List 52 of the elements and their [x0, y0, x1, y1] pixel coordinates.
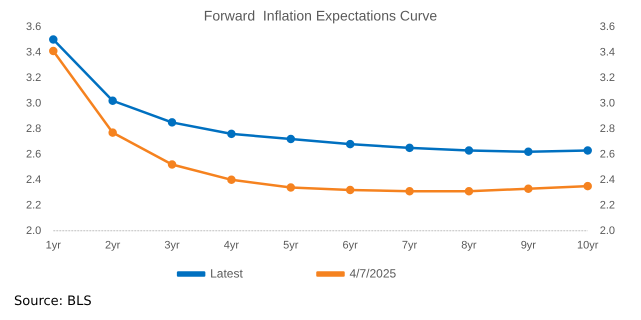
chart-title: Forward Inflation Expectations Curve [204, 7, 438, 24]
y-tick-label: 2.0 [26, 224, 42, 237]
point [168, 160, 176, 169]
point [168, 118, 176, 127]
point [464, 187, 474, 196]
y-tick-label: 3.4 [26, 46, 42, 58]
y2-tick-label: 2.2 [600, 199, 616, 212]
y2-tick-label: 3.4 [600, 46, 616, 58]
x-tick-label: 2yr [105, 239, 121, 252]
y-tick-label: 2.2 [26, 199, 42, 212]
y-tick-label: 2.8 [26, 122, 42, 135]
y2-tick-label: 2.4 [600, 174, 616, 186]
point [464, 146, 474, 155]
x-tick-label: 7yr [402, 239, 418, 252]
x-tick-label: 1yr [46, 239, 62, 252]
point [346, 140, 354, 148]
point [286, 134, 296, 144]
point [108, 96, 117, 105]
point [583, 182, 592, 190]
point [286, 183, 296, 192]
y2-tick-label: 3.0 [600, 97, 616, 110]
x-tick-label: 3yr [164, 239, 180, 252]
point [346, 186, 354, 194]
x-tick-label: 10yr [577, 239, 599, 252]
point [524, 184, 533, 193]
point [108, 128, 117, 137]
y2-tick-label: 2.0 [600, 224, 616, 237]
y-tick-label: 3.2 [26, 72, 42, 84]
y-tick-label: 2.4 [26, 174, 42, 186]
point [49, 46, 58, 56]
x-tick-label: 4yr [224, 239, 240, 252]
point [227, 176, 236, 184]
source-note: Source: BLS [14, 294, 92, 309]
point [49, 35, 58, 44]
x-tick-label: 6yr [342, 239, 358, 252]
point [227, 130, 236, 138]
point [405, 187, 414, 196]
y-tick-label: 3.6 [26, 20, 42, 33]
y2-tick-label: 3.2 [600, 72, 616, 84]
legend-label: 4/7/2025 [349, 266, 463, 280]
point [405, 144, 414, 152]
x-tick-label: 8yr [461, 239, 477, 252]
x-tick-label: 9yr [520, 239, 536, 252]
y2-tick-label: 3.6 [600, 20, 616, 33]
y-tick-label: 3.0 [26, 97, 42, 110]
x-tick-label: 5yr [283, 239, 299, 252]
point [583, 146, 592, 155]
point [524, 148, 533, 156]
y-tick-label: 2.6 [26, 148, 42, 160]
y2-tick-label: 2.6 [600, 148, 616, 160]
legend-label: Latest [210, 266, 310, 280]
y2-tick-label: 2.8 [600, 122, 616, 135]
